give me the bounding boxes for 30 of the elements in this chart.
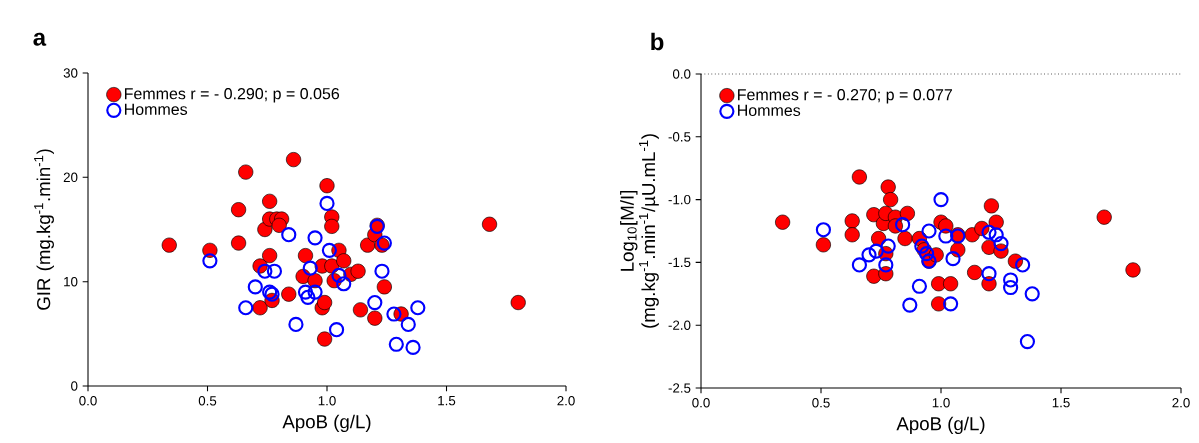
text: a: [33, 32, 47, 46]
x-tick-label: 0.0: [692, 398, 710, 408]
y-tick-label: -0.5: [668, 132, 691, 142]
y-tick-label: -1.5: [668, 257, 691, 268]
y-tick-label: 0.0: [672, 69, 691, 79]
x-tick-label: 2.0: [1172, 398, 1190, 408]
legend-label: Femmes r = - 0.290; p = 0.056: [124, 88, 340, 103]
x-tick-label: 1.0: [318, 396, 336, 406]
legend-label: Femmes r = - 0.270; p = 0.077: [738, 89, 953, 104]
legend-label: Hommes: [124, 103, 188, 115]
x-axis-title: ApoB (g/L): [896, 416, 985, 435]
x-tick-label: 0.5: [198, 396, 217, 406]
text: b: [651, 32, 664, 51]
y-tick-label: 30: [63, 68, 78, 78]
x-tick-label: 0.0: [79, 396, 97, 406]
y-tick-label: -1.0: [668, 194, 691, 205]
y-tick-label: -2.5: [668, 383, 691, 393]
x-tick-label: 1.0: [932, 398, 950, 408]
x-tick-label: 0.5: [812, 398, 830, 408]
y-tick-label: 0: [71, 381, 78, 391]
x-tick-label: 1.5: [1052, 398, 1070, 408]
x-tick-label: 2.0: [557, 396, 575, 406]
y-axis-title: GIR (mg.kg$^{-1}$.min$^{-1}$): [34, 149, 54, 310]
y-tick-label: 10: [64, 276, 78, 287]
y-tick-label: -2.0: [668, 320, 691, 330]
y-tick-label: 20: [63, 172, 78, 183]
text: Log$_{10}$[M/I] (mg.kg$^{-1}$.min$^{-1}$/µU.mL$^{-1}$): [620, 134, 659, 328]
legend-label: Hommes: [738, 104, 801, 117]
x-axis-title: ApoB (g/L): [282, 414, 371, 433]
x-tick-label: 1.5: [438, 396, 456, 406]
